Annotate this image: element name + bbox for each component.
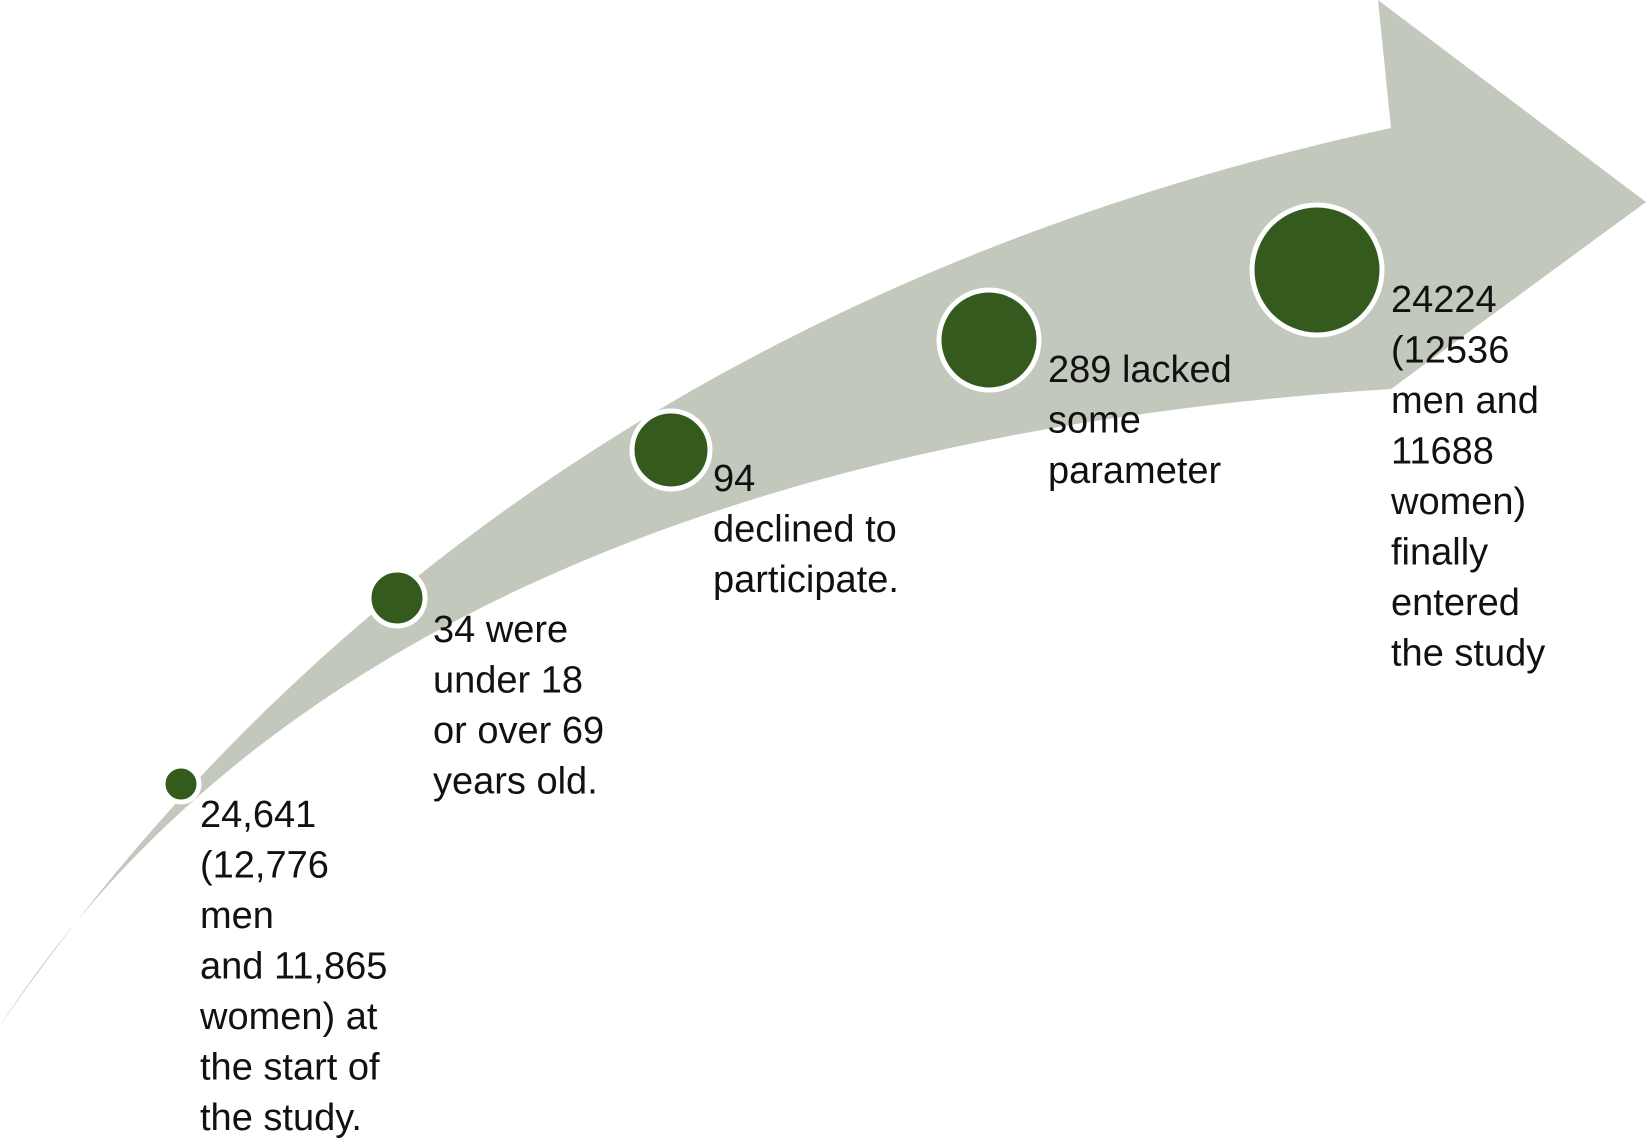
node-circle [936,287,1042,393]
label-line: some [1048,400,1141,442]
label-line: or over 69 [433,710,604,752]
label-line: 94 [713,458,755,500]
label-line: 34 were [433,609,568,651]
label-line: (12536 [1391,330,1509,372]
label-line: women) at [199,996,378,1038]
node-label: 34 were under 18 or over 69 years old. [433,609,604,803]
label-line: men and [1391,380,1539,422]
label-line: and 11,865 [200,946,387,988]
label-line: the study [1391,633,1545,675]
node-circle [366,567,428,629]
label-line: the start of [200,1047,380,1089]
label-line: finally [1391,532,1488,574]
label-line: years old. [433,761,598,803]
node-label: 24,641 (12,776 men and 11,865 women) at the s… [199,794,387,1139]
label-line: women) [1390,481,1526,523]
label-line: 24,641 [200,794,316,836]
label-line: 289 lacked [1048,349,1232,391]
node-label: 289 lacked some parameter [1048,349,1232,492]
label-line: 24224 [1391,279,1497,321]
node-circle [160,763,202,805]
label-line: parameter [1048,450,1222,492]
node-circle [629,408,713,492]
node-label: 94 declined to participate. [713,458,899,601]
label-line: the study. [200,1097,362,1139]
label-line: entered [1391,582,1520,624]
node-label: 24224 (12536 men and 11688 women) finally ente… [1390,279,1545,675]
arrow [0,0,1646,1026]
label-line: participate. [713,559,899,601]
label-line: under 18 [433,660,583,702]
node-circle [1249,202,1385,338]
label-line: declined to [713,509,897,551]
label-line: 11688 [1391,431,1494,473]
label-line: (12,776 [200,845,329,887]
label-line: men [200,895,274,937]
